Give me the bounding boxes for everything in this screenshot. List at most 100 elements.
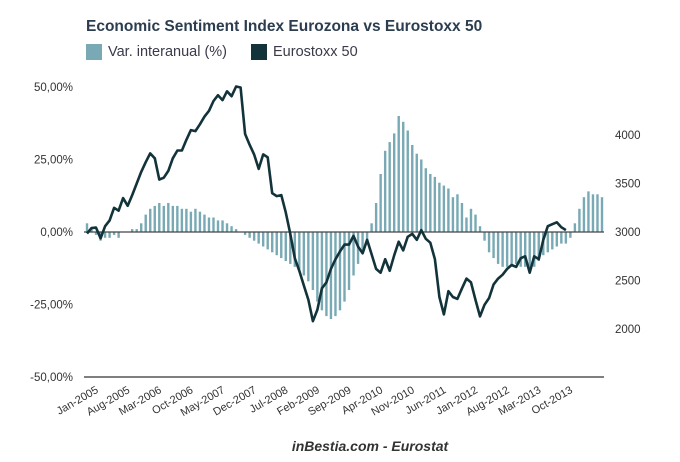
left-tick-label: 0,00% [40, 227, 73, 239]
bar [361, 232, 364, 253]
source-label: inBestia.com - Eurostat [291, 438, 449, 454]
bar [451, 197, 455, 232]
bar [478, 226, 482, 232]
bar [496, 232, 500, 264]
bar [194, 208, 197, 232]
bar [302, 232, 306, 276]
bar [167, 203, 170, 232]
bar [248, 232, 251, 238]
bar [492, 232, 495, 259]
bar [505, 232, 509, 267]
bar [144, 214, 147, 232]
bar [117, 232, 120, 238]
bar [514, 232, 518, 264]
right-tick-label: 3000 [615, 227, 641, 239]
legend: Var. interanual (%) Eurostoxx 50 [86, 44, 382, 60]
bar [334, 232, 337, 317]
bar [329, 232, 333, 319]
bar [234, 229, 238, 232]
right-tick-label: 4000 [615, 130, 641, 142]
bar [402, 121, 405, 232]
bar [153, 205, 156, 232]
bar [411, 145, 414, 232]
bar [275, 232, 278, 256]
legend-swatch-line [251, 44, 268, 60]
bar [578, 208, 581, 232]
bar [311, 232, 315, 290]
chart-title: Economic Sentiment Index Eurozona vs Eur… [86, 18, 483, 35]
bar [289, 232, 292, 264]
bar [447, 188, 450, 232]
bar [519, 232, 522, 267]
bar [587, 191, 590, 232]
bar [198, 211, 202, 232]
bar [582, 197, 586, 232]
right-tick-label: 2500 [615, 276, 641, 288]
bar [465, 217, 468, 232]
bar [298, 232, 301, 270]
bar [383, 150, 387, 232]
bar [203, 214, 206, 232]
bar [460, 203, 464, 232]
bar [280, 232, 283, 259]
eurostoxx-line [86, 85, 567, 323]
bar [343, 232, 346, 302]
bar [564, 232, 568, 244]
bar [424, 168, 428, 232]
bar [483, 232, 486, 241]
bar [469, 208, 473, 232]
bar [551, 232, 554, 250]
bar [135, 229, 138, 232]
right-tick-label: 2000 [615, 324, 641, 336]
legend-label-line: Eurostoxx 50 [273, 44, 358, 60]
bar [171, 205, 175, 232]
bar [212, 217, 215, 232]
bar [433, 176, 437, 232]
legend-swatch-bars [86, 44, 102, 60]
bar [379, 174, 382, 232]
bar [180, 208, 184, 232]
bar [392, 133, 396, 232]
bar [352, 232, 355, 276]
bar [370, 223, 373, 232]
left-tick-label: -25,00% [30, 300, 73, 312]
bar [501, 232, 504, 267]
bar [546, 232, 549, 253]
bar [347, 232, 351, 290]
right-tick-label: 3500 [615, 179, 641, 191]
bar [103, 232, 107, 238]
bar [474, 214, 477, 232]
bar [216, 220, 220, 232]
bar [162, 205, 165, 232]
bar [429, 174, 432, 232]
legend-item-line: Eurostoxx 50 [251, 44, 358, 60]
left-tick-label: 25,00% [34, 155, 73, 167]
bar [537, 232, 540, 261]
bar [533, 232, 536, 267]
bar [149, 208, 152, 232]
bar [158, 203, 161, 232]
bar [243, 232, 247, 235]
bar [569, 232, 572, 238]
bar [528, 232, 531, 270]
bar [316, 232, 319, 302]
legend-item-bars: Var. interanual (%) [86, 44, 227, 60]
bar [307, 232, 310, 282]
bar [374, 203, 378, 232]
x-axis: Jan-2005Aug-2005Mar-2006Oct-2006May-2007… [55, 384, 575, 419]
bar [176, 205, 179, 232]
bar-series [85, 116, 604, 319]
bar [257, 232, 260, 244]
bar [266, 232, 269, 250]
bar [284, 232, 287, 261]
bar [591, 194, 595, 232]
bar [438, 182, 441, 232]
bar [420, 159, 423, 232]
bar [365, 232, 369, 241]
bar [442, 185, 446, 232]
bar [271, 232, 274, 253]
left-tick-label: 50,00% [34, 82, 73, 94]
bar [487, 232, 491, 253]
bar [112, 232, 116, 235]
bar [94, 232, 98, 235]
